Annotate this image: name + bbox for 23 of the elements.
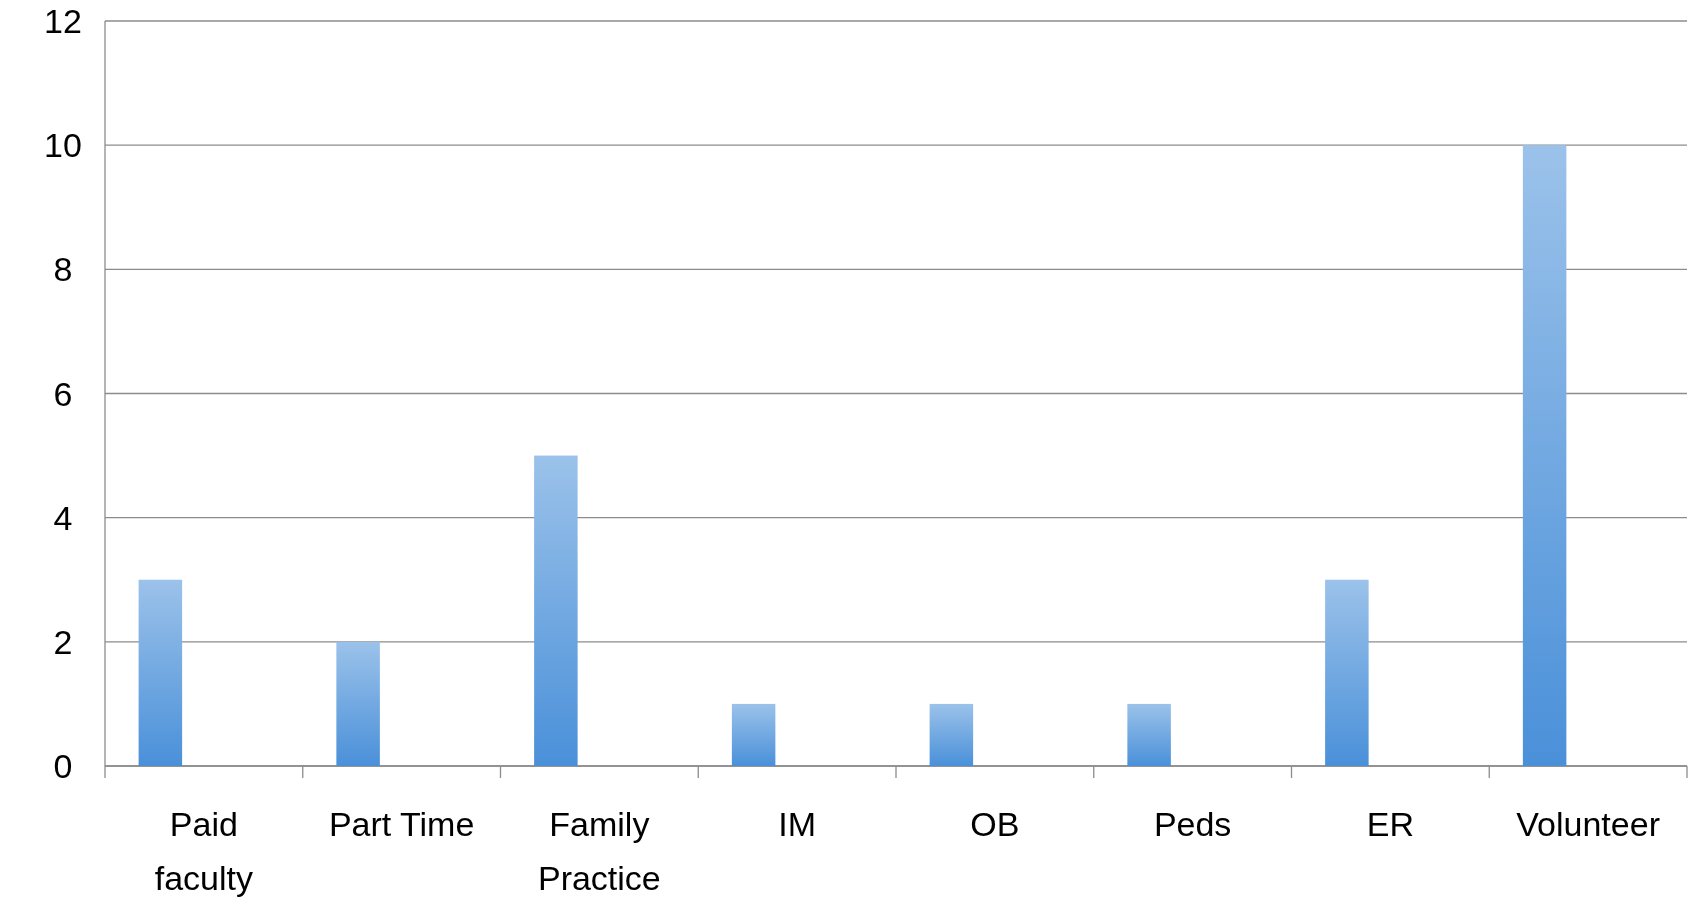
bar [534,455,578,766]
x-tick-label: OB [970,805,1020,843]
x-tick-label: Paid faculty [154,805,254,897]
y-tick-label: 12 [44,2,82,40]
y-tick-label: 10 [44,126,82,165]
bar [1522,145,1567,766]
y-tick-label: 0 [53,747,73,785]
bar [731,703,776,766]
y-tick-label: 6 [53,374,73,413]
x-tick-label: Family Practice [537,805,661,897]
x-tick-label: Peds [1153,805,1232,843]
bar [138,579,183,766]
bar [336,641,380,766]
x-tick-label: IM [778,805,817,843]
y-tick-label: 8 [53,250,73,289]
y-tick-label: 2 [53,622,73,661]
y-tick-label: 4 [53,498,73,537]
x-tick-label: Volunteer [1516,805,1660,843]
bar [1325,579,1369,766]
bar [1127,703,1171,766]
x-tick-label: ER [1366,805,1414,843]
x-tick-label: Part Time [328,805,475,843]
bar [929,703,974,766]
